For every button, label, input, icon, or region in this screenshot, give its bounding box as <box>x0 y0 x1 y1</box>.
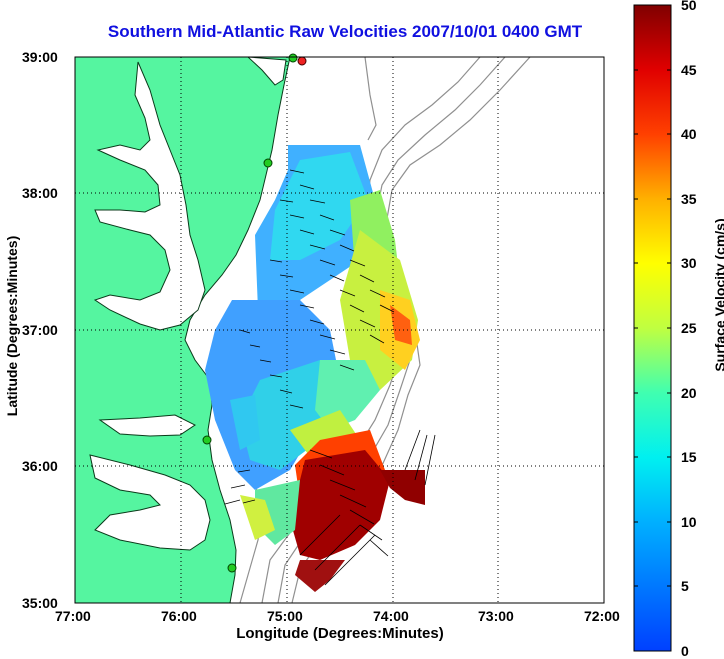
y-tick-label: 39:00 <box>22 49 58 65</box>
colorbar-tick-label: 35 <box>681 191 697 207</box>
y-tick-label: 38:00 <box>22 185 58 201</box>
velocity-field <box>205 145 425 592</box>
colorbar-tick-label: 10 <box>681 514 697 530</box>
colorbar-tick-label: 50 <box>681 0 697 13</box>
colorbar-tick-label: 40 <box>681 126 697 142</box>
albemarle-sound <box>98 414 196 437</box>
colorbar-label: Surface Velocity (cm/s) <box>712 218 724 372</box>
colorbar-tick-label: 20 <box>681 385 697 401</box>
y-axis-label: Latitude (Degrees:Minutes) <box>4 235 20 417</box>
pamlico-sound <box>89 454 211 551</box>
radar-site-marker <box>263 158 273 168</box>
map-grid <box>75 57 604 603</box>
map-axes-frame <box>74 56 605 604</box>
radar-site-marker <box>227 563 237 573</box>
x-tick-label: 76:00 <box>161 608 197 624</box>
y-tick-label: 35:00 <box>22 595 58 611</box>
x-tick-label: 72:00 <box>584 608 620 624</box>
colorbar-tick-label: 30 <box>681 255 697 271</box>
colorbar <box>633 4 672 652</box>
radar-site-marker <box>202 435 212 445</box>
radar-site-marker-alert <box>297 56 307 66</box>
x-tick-label: 75:00 <box>267 608 303 624</box>
x-tick-label: 77:00 <box>55 608 91 624</box>
y-tick-label: 37:00 <box>22 322 58 338</box>
colorbar-tick-label: 45 <box>681 62 697 78</box>
x-axis-label: Longitude (Degrees:Minutes) <box>236 625 444 642</box>
colorbar-tick-label: 25 <box>681 320 697 336</box>
delaware-bay <box>247 57 287 86</box>
map-title: Southern Mid-Atlantic Raw Velocities 200… <box>107 22 583 41</box>
colorbar-tick-label: 5 <box>681 578 689 594</box>
x-tick-label: 74:00 <box>373 608 409 624</box>
chesapeake-bay <box>93 61 206 331</box>
y-tick-label: 36:00 <box>22 458 58 474</box>
velocity-arrows <box>224 169 436 586</box>
x-tick-label: 73:00 <box>478 608 514 624</box>
colorbar-tick-label: 0 <box>681 643 689 659</box>
colorbar-tick-label: 15 <box>681 449 697 465</box>
radar-site-marker <box>288 53 298 63</box>
colorbar-ticks <box>634 4 671 587</box>
